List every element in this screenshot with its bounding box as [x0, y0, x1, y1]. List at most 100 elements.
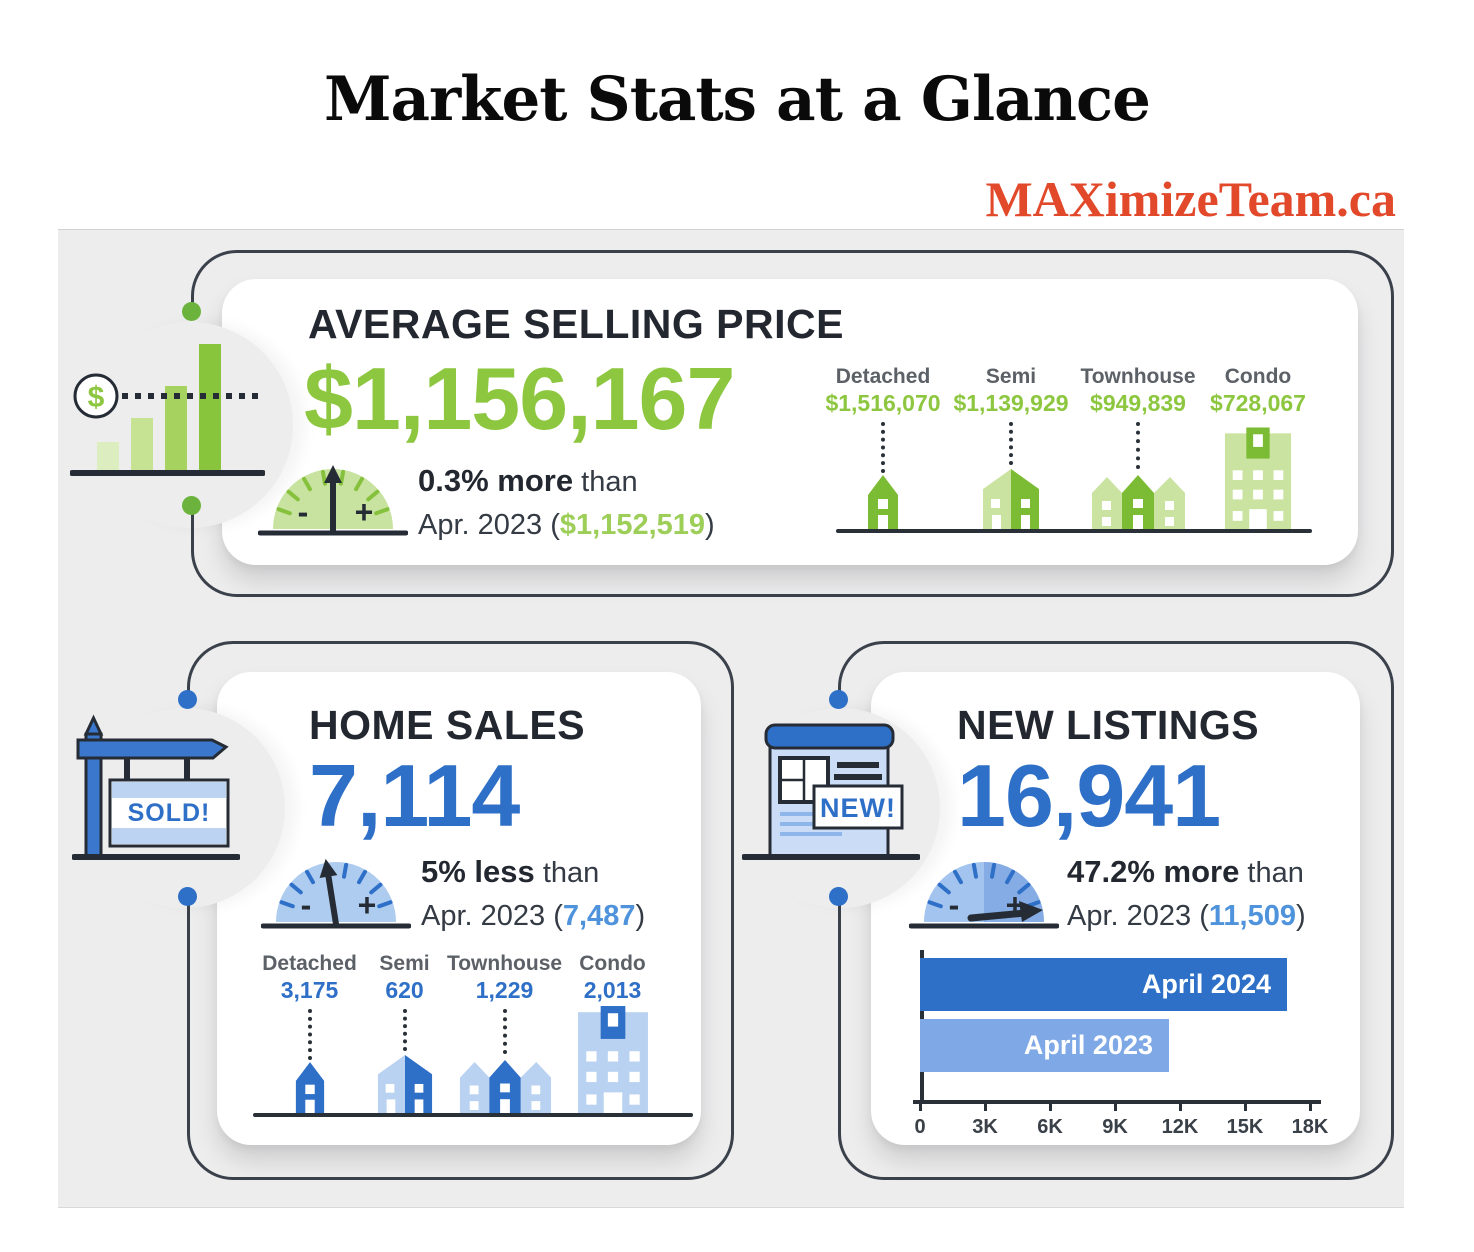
- x-axis-tick: [1178, 1102, 1182, 1111]
- breakdown-value: 1,229: [475, 977, 534, 1004]
- dollar-sign-label: $: [88, 381, 105, 414]
- breakdown-value: $1,139,929: [953, 390, 1069, 417]
- breakdown-label: Condo: [579, 952, 646, 975]
- compare-suffix: ): [705, 509, 715, 541]
- condo-icon: [1224, 427, 1292, 531]
- x-axis-tick: [1243, 1102, 1247, 1111]
- gauge-down-icon: - +: [261, 858, 411, 929]
- bar-april-2024: April 2024: [920, 958, 1287, 1011]
- new-listings-value: 16,941: [957, 746, 1221, 845]
- home-sales-value: 7,114: [309, 746, 520, 845]
- listings-bar-chart: April 2024 April 2023 0 3K 6K 9K 12K 15K 18K: [889, 944, 1349, 1138]
- compare-suffix: ): [1295, 900, 1306, 932]
- pointer-dash: [881, 422, 885, 473]
- gauge-plus-label: +: [358, 887, 377, 923]
- compare-value: $1,152,519: [559, 509, 706, 541]
- connector-dot: [829, 690, 848, 709]
- breakdown-townhouse: Townhouse 1,229: [447, 952, 562, 1115]
- sold-sign-icon: SOLD!: [72, 714, 240, 860]
- page-title: Market Stats at a Glance: [324, 64, 1151, 135]
- connector-dot: [178, 887, 197, 906]
- semi-house-icon: [983, 469, 1039, 531]
- breakdown-label: Semi: [985, 365, 1037, 388]
- pointer-dash: [1136, 422, 1140, 469]
- connector-dot: [829, 887, 848, 906]
- pointer-dash: [502, 1009, 507, 1054]
- avg-price-card: AVERAGE SELLING PRICE $1,156,167 - + 0.3…: [87, 279, 1358, 565]
- home-sales-card: HOME SALES 7,114 - + 5% less than Apr. 2…: [85, 672, 701, 1145]
- gauge-minus-label: -: [949, 887, 960, 923]
- breakdown-condo: Condo $728,067: [1183, 365, 1333, 531]
- avg-price-title: AVERAGE SELLING PRICE: [308, 301, 844, 347]
- breakdown-label: Semi: [379, 952, 430, 975]
- breakdown-detached: Detached 3,175: [262, 952, 357, 1115]
- avg-price-change: 0.3% more than Apr. 2023 ($1,152,519): [418, 465, 715, 540]
- breakdown-label: Townhouse: [446, 952, 563, 975]
- detached-house-icon: [868, 475, 898, 531]
- townhouse-icon: [1092, 475, 1185, 531]
- x-axis-tick-label: 6K: [1037, 1116, 1063, 1138]
- x-axis-tick-label: 18K: [1291, 1116, 1329, 1138]
- bar-april-2023: April 2023: [920, 1019, 1169, 1072]
- avg-price-outline: [191, 250, 1394, 597]
- breakdown-value: $1,516,070: [825, 390, 941, 417]
- connector-dot: [178, 690, 197, 709]
- new-label: NEW!: [820, 793, 896, 823]
- bar-label: April 2024: [1141, 969, 1271, 999]
- breakdown-townhouse: Townhouse $949,839: [1063, 365, 1213, 531]
- x-axis-line: [913, 1100, 1321, 1104]
- x-axis-tick-label: 9K: [1102, 1116, 1128, 1138]
- townhouse-icon: [459, 1060, 551, 1115]
- compare-prefix: Apr. 2023 (: [418, 509, 560, 541]
- new-listing-icon: NEW!: [742, 723, 920, 860]
- home-sales-outline: [187, 641, 734, 1180]
- x-axis-tick-label: 15K: [1226, 1116, 1264, 1138]
- breakdown-condo: Condo 2,013: [565, 952, 660, 1115]
- houses-baseline: [253, 1113, 693, 1117]
- compare-value: 11,509: [1208, 900, 1296, 932]
- change-percent: 5% less: [421, 854, 535, 889]
- breakdown-value: $728,067: [1210, 390, 1306, 417]
- breakdown-detached: Detached $1,516,070: [808, 365, 958, 531]
- breakdown-value: 3,175: [280, 977, 339, 1004]
- change-rest: than: [542, 857, 600, 889]
- change-percent: 47.2% more: [1067, 854, 1240, 889]
- pointer-dash: [402, 1009, 407, 1051]
- x-axis-tick: [983, 1102, 987, 1111]
- change-percent: 0.3% more: [418, 463, 574, 498]
- condo-icon: [577, 1006, 648, 1115]
- semi-house-icon: [377, 1054, 432, 1115]
- breakdown-semi: Semi 620: [357, 952, 452, 1115]
- sold-label: SOLD!: [128, 799, 211, 827]
- x-axis-tick: [1308, 1102, 1312, 1111]
- money-growth-icon: $: [70, 344, 265, 476]
- new-listings-change: 47.2% more than Apr. 2023 (11,509): [1067, 856, 1306, 931]
- avg-price-outline-gap: [188, 318, 197, 498]
- compare-prefix: Apr. 2023 (: [421, 900, 563, 932]
- breakdown-label: Townhouse: [1080, 365, 1196, 388]
- bar-label: April 2023: [1023, 1030, 1153, 1060]
- gauge-minus-label: -: [301, 887, 312, 923]
- gauge-right-icon: - +: [909, 862, 1059, 929]
- x-axis-tick: [1113, 1102, 1117, 1111]
- breakdown-value: 2,013: [583, 977, 642, 1004]
- breakdown-value: 620: [385, 977, 424, 1004]
- new-listings-title: NEW LISTINGS: [957, 702, 1260, 748]
- home-sales-title: HOME SALES: [309, 702, 586, 748]
- compare-suffix: ): [635, 900, 646, 932]
- houses-baseline: [836, 529, 1312, 533]
- pointer-dash: [307, 1009, 312, 1060]
- gauge-minus-label: -: [298, 494, 309, 530]
- detached-house-icon: [295, 1062, 324, 1115]
- x-axis-tick-label: 12K: [1161, 1116, 1199, 1138]
- pointer-dash: [1009, 422, 1013, 465]
- brand-link[interactable]: MAXimizeTeam.ca: [985, 171, 1396, 227]
- breakdown-label: Detached: [835, 365, 931, 388]
- breakdown-value: $949,839: [1090, 390, 1186, 417]
- breakdown-label: Condo: [1224, 365, 1292, 388]
- connector-dot: [182, 302, 201, 321]
- breakdown-semi: Semi $1,139,929: [936, 365, 1086, 531]
- avg-price-value: $1,156,167: [304, 349, 735, 448]
- x-axis-tick-label: 3K: [972, 1116, 998, 1138]
